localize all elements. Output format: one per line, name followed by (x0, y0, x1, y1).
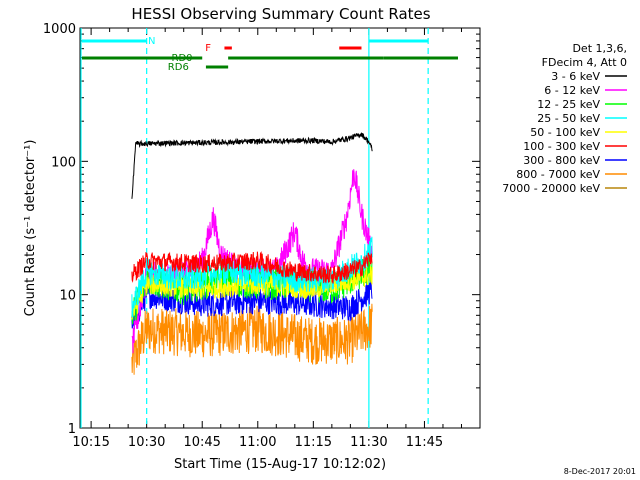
plot-area: 10:15 10:30 10:45 11:00 11:15 11:30 11:45 1 10 10… (43, 22, 481, 450)
legend-header: FDecim 4, Att 0 (542, 56, 627, 69)
footer-date: 8-Dec-2017 20:01 (564, 467, 636, 476)
legend-label: 25 - 50 keV (537, 112, 600, 125)
legend-label: 50 - 100 keV (530, 126, 600, 139)
x-tick-label: 11:45 (406, 435, 443, 450)
flag-label-rd0: RD0 (172, 53, 193, 64)
y-axis-label: Count Rate (s⁻¹ detector⁻¹) (23, 140, 38, 317)
series-line-8 (131, 303, 373, 375)
flag-label-rd6: RD6 (168, 62, 189, 73)
x-tick-label: 11:00 (239, 435, 276, 450)
legend-label: 800 - 7000 keV (516, 168, 600, 181)
legend-label: 3 - 6 keV (551, 70, 600, 83)
series-line-6 (131, 251, 373, 284)
legend-label: 12 - 25 keV (537, 98, 600, 111)
legend-label: 6 - 12 keV (544, 84, 600, 97)
flag-label-n: N (148, 36, 155, 47)
legend-header: Det 1,3,6, (572, 42, 627, 55)
legend-label: 7000 - 20000 keV (502, 182, 600, 195)
x-tick-label: 10:45 (183, 435, 220, 450)
y-tick-label: 10 (59, 289, 76, 304)
x-tick-label: 11:30 (350, 435, 387, 450)
y-tick-label: 1 (68, 422, 76, 437)
x-axis-label: Start Time (15-Aug-17 10:12:02) (174, 457, 386, 472)
series-line-1 (131, 132, 373, 199)
legend-label: 100 - 300 keV (523, 140, 600, 153)
flag-label-f: F (205, 43, 211, 54)
y-tick-label: 1000 (43, 22, 76, 37)
x-tick-label: 10:15 (72, 435, 109, 450)
legend-label: 300 - 800 keV (523, 154, 600, 167)
x-tick-label: 11:15 (295, 435, 332, 450)
plot-frame (79, 27, 481, 429)
y-tick-label: 100 (51, 155, 76, 170)
series-line-7 (131, 279, 373, 330)
chart-title: HESSI Observing Summary Count Rates (131, 5, 430, 23)
x-tick-label: 10:30 (128, 435, 165, 450)
